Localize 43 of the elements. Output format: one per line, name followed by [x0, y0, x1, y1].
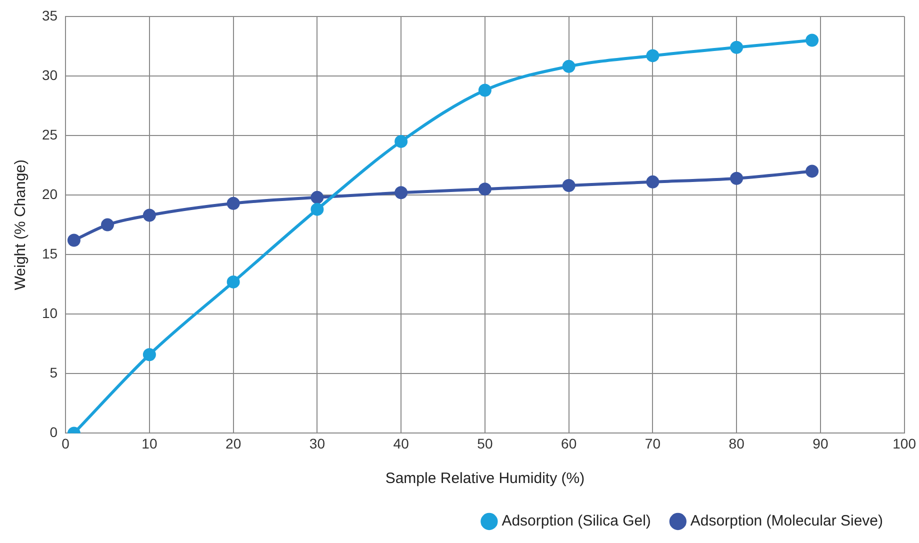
- x-axis-title: Sample Relative Humidity (%): [385, 470, 585, 488]
- point: [806, 34, 819, 47]
- x-tick-label: 60: [561, 435, 577, 452]
- x-tick-label: 50: [477, 435, 493, 452]
- point: [142, 208, 156, 222]
- point: [101, 218, 114, 232]
- point: [478, 182, 492, 196]
- y-axis-title: Weight (% Change): [12, 159, 30, 290]
- point: [730, 172, 744, 185]
- point: [806, 164, 819, 178]
- x-tick-label: 90: [812, 435, 828, 452]
- legend-label: Adsorption (Silica Gel): [502, 512, 651, 530]
- point: [730, 40, 744, 54]
- point: [226, 196, 240, 210]
- point: [142, 348, 156, 362]
- point: [394, 186, 408, 200]
- y-tick-label: 20: [42, 186, 58, 202]
- y-tick-label: 5: [50, 364, 58, 381]
- point: [394, 134, 408, 148]
- point: [310, 202, 324, 216]
- point: [478, 84, 492, 97]
- y-tick-label: 15: [42, 245, 58, 262]
- x-tick-label: 20: [226, 435, 242, 452]
- x-tick-label: 70: [644, 435, 661, 452]
- y-tick-label: 30: [42, 66, 58, 83]
- y-tick-label: 25: [42, 126, 58, 142]
- legend-label: Adsorption (Molecular Sieve): [690, 512, 884, 530]
- y-tick-label: 0: [50, 424, 58, 440]
- point: [646, 49, 660, 62]
- y-tick-label: 10: [42, 304, 58, 321]
- point: [562, 60, 576, 73]
- x-tick-label: 40: [393, 435, 410, 452]
- y-tick-label: 35: [42, 7, 58, 24]
- x-tick-label: 10: [142, 435, 158, 452]
- x-tick-label: 30: [309, 435, 326, 452]
- point: [310, 190, 324, 204]
- x-tick-label: 0: [62, 435, 70, 452]
- point: [67, 234, 80, 247]
- point: [562, 179, 576, 192]
- x-tick-label: 100: [892, 435, 916, 452]
- x-tick-label: 80: [728, 435, 745, 452]
- point: [646, 175, 660, 188]
- point: [226, 275, 240, 288]
